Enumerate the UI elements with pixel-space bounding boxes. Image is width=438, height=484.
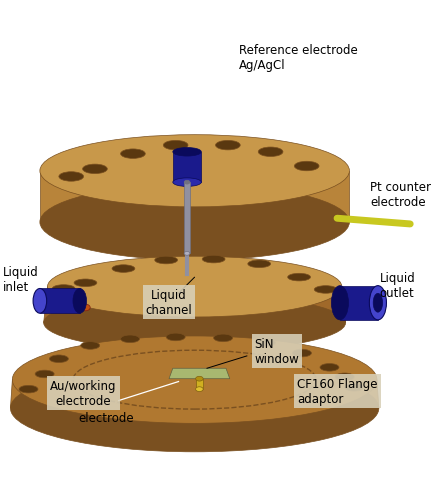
Ellipse shape (33, 289, 46, 314)
Ellipse shape (52, 285, 75, 293)
Text: Liquid
channel: Liquid channel (145, 288, 192, 316)
Polygon shape (184, 183, 190, 254)
Ellipse shape (256, 339, 275, 347)
Ellipse shape (47, 257, 341, 318)
Ellipse shape (74, 279, 97, 287)
Ellipse shape (287, 274, 310, 281)
Ellipse shape (173, 148, 201, 157)
Ellipse shape (163, 141, 187, 151)
Ellipse shape (202, 256, 225, 263)
Polygon shape (339, 286, 377, 320)
Text: SiN
window: SiN window (254, 337, 299, 365)
Polygon shape (169, 368, 229, 379)
Ellipse shape (81, 342, 99, 349)
Ellipse shape (247, 260, 270, 268)
Ellipse shape (184, 252, 190, 256)
Ellipse shape (184, 181, 190, 185)
Ellipse shape (368, 286, 385, 320)
Ellipse shape (155, 257, 177, 264)
Ellipse shape (43, 295, 345, 351)
Text: electrode: electrode (78, 411, 134, 424)
Polygon shape (43, 287, 345, 323)
Polygon shape (195, 379, 203, 389)
Ellipse shape (195, 377, 203, 381)
Ellipse shape (49, 355, 68, 363)
Text: Pt counter
electrode: Pt counter electrode (370, 180, 430, 208)
Ellipse shape (40, 136, 349, 208)
Ellipse shape (173, 179, 201, 187)
Ellipse shape (112, 265, 134, 273)
Ellipse shape (334, 373, 353, 381)
Ellipse shape (73, 289, 86, 314)
Ellipse shape (331, 286, 348, 320)
Polygon shape (40, 171, 349, 223)
Text: Reference electrode
Ag/AgCl: Reference electrode Ag/AgCl (239, 44, 357, 72)
Ellipse shape (292, 349, 311, 357)
Polygon shape (173, 152, 201, 183)
Ellipse shape (59, 172, 83, 182)
Ellipse shape (195, 387, 203, 392)
Ellipse shape (213, 334, 232, 342)
Ellipse shape (11, 365, 378, 452)
Ellipse shape (40, 185, 349, 260)
Ellipse shape (120, 150, 145, 159)
Text: Au/working
electrode: Au/working electrode (50, 379, 117, 407)
Ellipse shape (19, 386, 38, 393)
Ellipse shape (293, 162, 318, 171)
Ellipse shape (166, 333, 185, 341)
Ellipse shape (344, 384, 363, 391)
Text: Liquid
outlet: Liquid outlet (379, 271, 415, 299)
Ellipse shape (81, 304, 90, 311)
Ellipse shape (372, 294, 382, 313)
Ellipse shape (314, 286, 336, 294)
Polygon shape (11, 380, 378, 408)
Text: CF160 Flange
adaptor: CF160 Flange adaptor (297, 377, 377, 405)
Ellipse shape (82, 165, 107, 174)
Polygon shape (40, 289, 80, 314)
Text: Liquid
inlet: Liquid inlet (3, 265, 39, 293)
Ellipse shape (35, 370, 54, 378)
Ellipse shape (319, 364, 338, 371)
Ellipse shape (12, 336, 376, 424)
Ellipse shape (120, 335, 139, 343)
Ellipse shape (215, 141, 240, 151)
Ellipse shape (258, 148, 283, 157)
